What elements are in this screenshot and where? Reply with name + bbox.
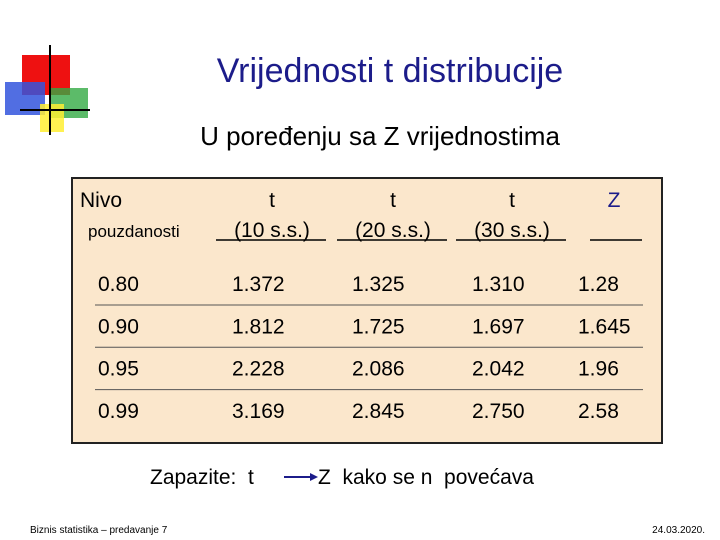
column-header: pouzdanosti: [88, 222, 180, 241]
table-cell: 2.086: [352, 358, 405, 381]
yellow-square: [40, 104, 64, 132]
column-header: t: [509, 189, 515, 212]
table-cell: 1.310: [472, 273, 525, 296]
table-box: [71, 177, 663, 444]
subtitle: U poređenju sa Z vrijednostima: [200, 121, 560, 151]
footer-left: Biznis statistika – predavanje 7: [30, 525, 168, 536]
title: Vrijednosti t distribucije: [217, 52, 563, 90]
column-header: Z: [608, 189, 621, 212]
decoration: [5, 45, 90, 135]
table-cell: 2.042: [472, 358, 525, 381]
column-header: t: [390, 189, 396, 212]
column-header: (20 s.s.): [355, 219, 431, 242]
table-cell: 1.96: [578, 358, 619, 381]
table-cell: 2.58: [578, 400, 619, 423]
column-header: Nivo: [80, 189, 122, 212]
table-cell: 1.28: [578, 273, 619, 296]
table-cell: 0.99: [98, 400, 139, 423]
table-cell: 2.228: [232, 358, 285, 381]
table-cell: 1.325: [352, 273, 405, 296]
footer-right: 24.03.2020.: [652, 525, 705, 536]
table-cell: 2.750: [472, 400, 525, 423]
table-cell: 1.812: [232, 315, 285, 338]
column-header: (30 s.s.): [474, 219, 550, 242]
table-cell: 0.80: [98, 273, 139, 296]
table-cell: 0.95: [98, 358, 139, 381]
table-cell: 1.645: [578, 315, 631, 338]
column-header: t: [269, 189, 275, 212]
table: Nivo pouzdanosti t (10 s.s.) t (20 s.s.) t (30 …: [80, 189, 643, 423]
table-cell: 1.372: [232, 273, 285, 296]
table-cell: 1.725: [352, 315, 405, 338]
column-header: (10 s.s.): [234, 219, 310, 242]
table-cell: 0.90: [98, 315, 139, 338]
table-cell: 2.845: [352, 400, 405, 423]
table-cell: 1.697: [472, 315, 525, 338]
note-start: Zapazite: t: [150, 466, 254, 489]
note-end: Z kako se n povećava: [318, 466, 534, 489]
table-cell: 3.169: [232, 400, 285, 423]
note-arrow-head: [310, 473, 318, 481]
